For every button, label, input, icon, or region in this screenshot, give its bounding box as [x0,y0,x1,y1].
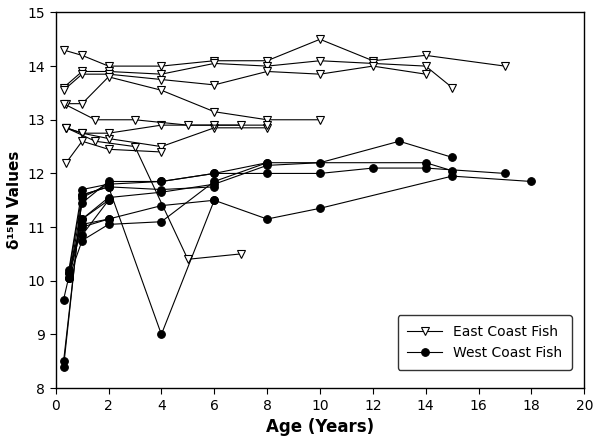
Y-axis label: δ¹⁵N Values: δ¹⁵N Values [7,151,22,249]
X-axis label: Age (Years): Age (Years) [266,418,374,436]
Legend: East Coast Fish, West Coast Fish: East Coast Fish, West Coast Fish [398,315,572,370]
